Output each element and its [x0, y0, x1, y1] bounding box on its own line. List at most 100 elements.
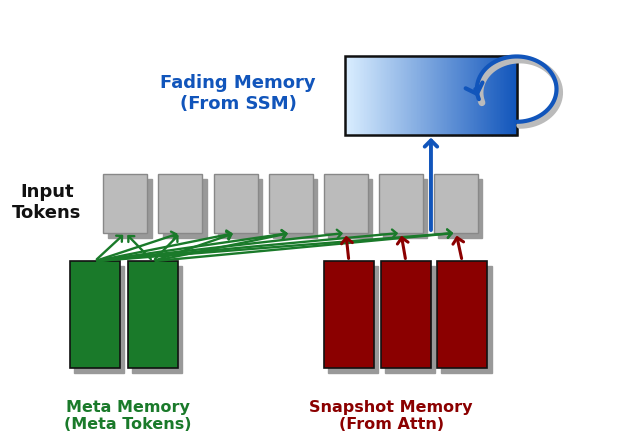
Bar [439, 56, 442, 135]
Bar [427, 56, 429, 135]
Bar [409, 56, 412, 135]
Bar [438, 179, 483, 238]
Bar [468, 56, 470, 135]
Bar [364, 56, 366, 135]
Bar [389, 56, 391, 135]
Bar [475, 56, 478, 135]
Bar [509, 56, 512, 135]
Bar [384, 56, 386, 135]
Bar [501, 56, 503, 135]
Text: Fading Memory
(From SSM): Fading Memory (From SSM) [160, 74, 316, 113]
Bar [457, 56, 459, 135]
Bar [387, 56, 389, 135]
Bar [217, 179, 262, 238]
Bar [471, 56, 473, 135]
Bar [375, 56, 378, 135]
Bar [497, 56, 499, 135]
Text: Input
Tokens: Input Tokens [12, 183, 82, 222]
Bar [432, 56, 434, 135]
Bar [328, 266, 378, 373]
Bar [391, 56, 393, 135]
Bar [503, 56, 504, 135]
Bar [444, 56, 446, 135]
Bar [269, 174, 312, 233]
Bar [369, 56, 371, 135]
Bar [345, 56, 517, 135]
Bar [449, 56, 452, 135]
Bar [447, 56, 449, 135]
Bar [349, 56, 351, 135]
Bar [357, 56, 359, 135]
Bar [435, 56, 437, 135]
Bar [162, 179, 207, 238]
Bar [103, 174, 148, 233]
Bar [437, 56, 439, 135]
Bar [351, 56, 353, 135]
Bar [383, 179, 428, 238]
Bar [365, 56, 368, 135]
Bar [422, 56, 424, 135]
Bar [487, 56, 489, 135]
Bar [405, 56, 408, 135]
Bar [472, 56, 474, 135]
Bar [507, 56, 509, 135]
Bar [273, 179, 317, 238]
Bar [408, 56, 410, 135]
Bar [328, 179, 372, 238]
Bar [418, 56, 420, 135]
Bar [489, 56, 492, 135]
Bar [382, 56, 384, 135]
Bar [461, 56, 463, 135]
Bar [392, 56, 394, 135]
Bar [494, 56, 496, 135]
Bar [411, 56, 413, 135]
Bar [412, 56, 414, 135]
Bar [429, 56, 432, 135]
Bar [425, 56, 428, 135]
Bar [415, 56, 418, 135]
Bar [397, 56, 399, 135]
Bar [495, 56, 498, 135]
Bar [514, 56, 516, 135]
Bar [454, 56, 456, 135]
Bar [498, 56, 500, 135]
Bar [442, 56, 444, 135]
Bar [482, 56, 484, 135]
Bar [107, 179, 152, 238]
Bar [512, 56, 514, 135]
Bar [402, 56, 404, 135]
Bar [69, 261, 120, 368]
Bar [467, 56, 469, 135]
Bar [324, 174, 368, 233]
Bar [452, 56, 454, 135]
Bar [448, 56, 450, 135]
Bar [359, 56, 361, 135]
Bar [474, 56, 476, 135]
Bar [508, 56, 510, 135]
Bar [324, 261, 374, 368]
Bar [445, 56, 448, 135]
Bar [505, 56, 508, 135]
Bar [399, 56, 401, 135]
Bar [385, 56, 388, 135]
Bar [374, 56, 376, 135]
Bar [414, 56, 416, 135]
Bar [484, 56, 486, 135]
Bar [372, 56, 374, 135]
Bar [345, 56, 348, 135]
Bar [441, 266, 492, 373]
Bar [158, 174, 202, 233]
Text: Snapshot Memory
(From Attn): Snapshot Memory (From Attn) [309, 400, 473, 432]
Bar [395, 56, 398, 135]
Bar [407, 56, 409, 135]
Bar [74, 266, 124, 373]
Bar [478, 56, 480, 135]
Bar [421, 56, 423, 135]
Bar [504, 56, 506, 135]
Bar [371, 56, 373, 135]
Bar [401, 56, 403, 135]
Bar [424, 56, 426, 135]
Bar [378, 56, 380, 135]
Bar [362, 56, 364, 135]
Bar [431, 56, 433, 135]
